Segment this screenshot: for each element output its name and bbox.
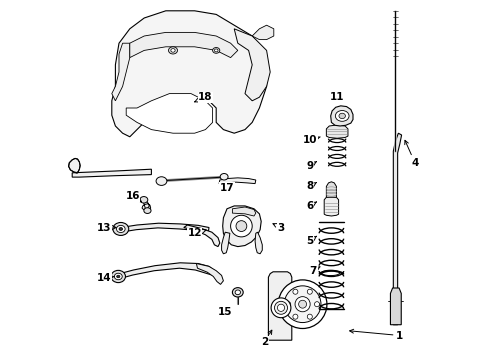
Ellipse shape bbox=[284, 286, 321, 323]
Ellipse shape bbox=[307, 314, 312, 319]
Polygon shape bbox=[72, 169, 151, 177]
Polygon shape bbox=[221, 232, 230, 254]
Polygon shape bbox=[391, 288, 401, 325]
Polygon shape bbox=[234, 29, 270, 101]
Ellipse shape bbox=[236, 221, 247, 231]
Ellipse shape bbox=[117, 275, 120, 278]
Polygon shape bbox=[326, 182, 337, 197]
Text: 11: 11 bbox=[330, 92, 344, 102]
Text: 4: 4 bbox=[405, 140, 418, 168]
Ellipse shape bbox=[140, 197, 148, 203]
Polygon shape bbox=[219, 178, 256, 184]
Ellipse shape bbox=[293, 289, 298, 294]
Polygon shape bbox=[69, 158, 80, 173]
Polygon shape bbox=[126, 94, 213, 133]
Text: 7: 7 bbox=[310, 266, 320, 276]
Polygon shape bbox=[255, 232, 262, 254]
Ellipse shape bbox=[315, 302, 319, 307]
Ellipse shape bbox=[274, 301, 288, 314]
Ellipse shape bbox=[235, 290, 241, 294]
Ellipse shape bbox=[335, 111, 349, 121]
Ellipse shape bbox=[144, 208, 151, 213]
Ellipse shape bbox=[271, 298, 291, 318]
Text: 2: 2 bbox=[261, 330, 272, 347]
Polygon shape bbox=[269, 272, 292, 340]
Text: 13: 13 bbox=[97, 222, 116, 233]
Text: 17: 17 bbox=[220, 183, 234, 193]
Ellipse shape bbox=[213, 48, 220, 53]
Ellipse shape bbox=[307, 289, 312, 294]
Ellipse shape bbox=[232, 288, 243, 297]
Ellipse shape bbox=[277, 304, 285, 311]
Polygon shape bbox=[252, 25, 274, 40]
Text: 1: 1 bbox=[350, 329, 403, 341]
Polygon shape bbox=[222, 206, 261, 247]
Ellipse shape bbox=[220, 174, 228, 180]
Polygon shape bbox=[326, 125, 348, 138]
Text: 8: 8 bbox=[306, 181, 317, 192]
Ellipse shape bbox=[215, 49, 218, 52]
Text: 3: 3 bbox=[273, 222, 285, 233]
Ellipse shape bbox=[171, 49, 175, 52]
Polygon shape bbox=[393, 133, 402, 325]
Ellipse shape bbox=[295, 297, 310, 312]
Polygon shape bbox=[112, 43, 130, 101]
Polygon shape bbox=[324, 196, 339, 216]
Ellipse shape bbox=[286, 302, 291, 307]
Polygon shape bbox=[331, 106, 353, 126]
Text: 15: 15 bbox=[218, 307, 232, 318]
Ellipse shape bbox=[169, 47, 177, 54]
Polygon shape bbox=[184, 225, 220, 247]
Ellipse shape bbox=[117, 225, 125, 233]
Ellipse shape bbox=[113, 222, 129, 235]
Polygon shape bbox=[142, 199, 151, 212]
Polygon shape bbox=[117, 263, 215, 279]
Ellipse shape bbox=[298, 300, 307, 308]
Text: 12: 12 bbox=[187, 228, 206, 238]
Ellipse shape bbox=[339, 113, 345, 119]
Text: 9: 9 bbox=[306, 161, 317, 171]
Ellipse shape bbox=[119, 228, 122, 230]
Ellipse shape bbox=[293, 314, 298, 319]
Polygon shape bbox=[232, 207, 256, 216]
Ellipse shape bbox=[111, 270, 125, 283]
Ellipse shape bbox=[231, 215, 252, 237]
Text: 16: 16 bbox=[125, 191, 142, 202]
Polygon shape bbox=[121, 223, 209, 232]
Text: 5: 5 bbox=[306, 236, 317, 246]
Text: 18: 18 bbox=[195, 92, 213, 102]
Text: 14: 14 bbox=[97, 273, 115, 283]
Text: 10: 10 bbox=[302, 135, 320, 145]
Polygon shape bbox=[130, 32, 238, 58]
Polygon shape bbox=[112, 11, 267, 137]
Ellipse shape bbox=[278, 280, 327, 328]
Text: 6: 6 bbox=[306, 201, 317, 211]
Ellipse shape bbox=[114, 273, 122, 280]
Polygon shape bbox=[196, 264, 223, 284]
Ellipse shape bbox=[156, 177, 167, 185]
